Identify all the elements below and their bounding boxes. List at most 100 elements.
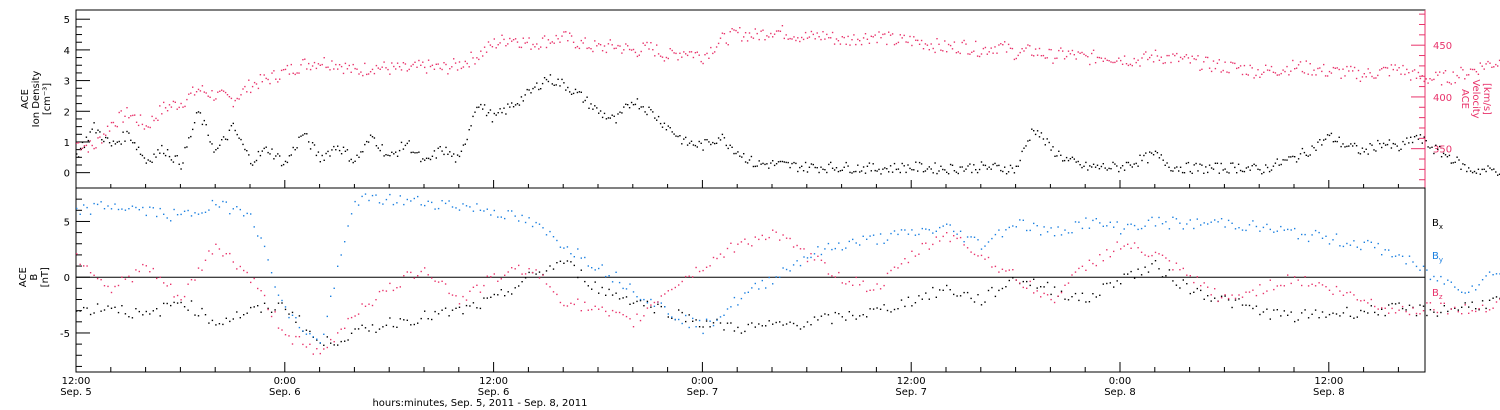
bx-series-point xyxy=(403,319,405,321)
density-series-point xyxy=(777,161,780,163)
by-series-point xyxy=(712,324,715,327)
velocity-series-point xyxy=(284,68,287,71)
density-series-point xyxy=(1321,144,1323,146)
bx-series-point xyxy=(1495,296,1498,298)
density-series-point xyxy=(1141,159,1143,162)
density-series-point xyxy=(493,112,495,115)
by-series-point xyxy=(932,232,934,234)
by-series-point xyxy=(1182,228,1184,230)
velocity-series-point xyxy=(665,56,668,59)
velocity-series-point xyxy=(1062,50,1064,52)
density-series-point xyxy=(1005,173,1008,175)
bz-series-point xyxy=(96,277,99,280)
bx-series-point xyxy=(1033,278,1035,280)
density-series-point xyxy=(1164,164,1166,166)
bz-series-point xyxy=(1067,282,1070,284)
by-series-point xyxy=(799,264,802,267)
bz-series-point xyxy=(928,248,930,250)
velocity-series-point xyxy=(166,110,169,112)
velocity-series-point xyxy=(499,42,501,44)
velocity-series-point xyxy=(1131,64,1133,67)
velocity-series-point xyxy=(996,52,998,54)
bz-series-point xyxy=(1231,294,1233,296)
by-series-point xyxy=(538,223,541,225)
velocity-series-point xyxy=(337,68,339,70)
velocity-series-point xyxy=(1189,62,1191,64)
density-series-point xyxy=(302,134,304,136)
density-series-point xyxy=(294,149,296,151)
bz-series-point xyxy=(987,256,990,259)
density-series-point xyxy=(1259,169,1261,171)
velocity-series-point xyxy=(654,55,656,57)
by-series-point xyxy=(1422,265,1425,267)
legend-subscript: z xyxy=(1439,293,1443,301)
by-series-point xyxy=(86,206,88,209)
by-series-point xyxy=(270,272,273,274)
density-series-point xyxy=(135,148,138,151)
by-series-point xyxy=(827,242,830,245)
density-series-point xyxy=(288,155,291,157)
density-series-point xyxy=(592,108,594,110)
bz-series-point xyxy=(465,299,468,301)
by-series-point xyxy=(257,235,259,237)
bx-series-point xyxy=(698,326,701,328)
by-series-point xyxy=(1116,221,1118,223)
density-series-point xyxy=(1106,169,1108,171)
density-series-point xyxy=(596,107,598,109)
density-series-point xyxy=(1027,140,1029,142)
by-series-point xyxy=(1245,229,1247,232)
by-series-point xyxy=(1043,226,1045,228)
by-series-point xyxy=(107,205,109,207)
density-series-point xyxy=(1230,162,1232,164)
velocity-series-point xyxy=(213,99,215,101)
density-series-point xyxy=(495,114,497,116)
bz-series-point xyxy=(639,319,642,322)
bx-series-point xyxy=(1280,315,1282,317)
bx-series-point xyxy=(904,305,906,308)
velocity-series-point xyxy=(853,34,855,36)
velocity-series-point xyxy=(311,65,314,67)
bx-series-point xyxy=(1349,315,1352,317)
by-series-point xyxy=(1092,219,1094,222)
bz-series-point xyxy=(1203,282,1205,284)
velocity-series-point xyxy=(1091,52,1093,55)
bz-series-point xyxy=(236,268,238,270)
density-series-point xyxy=(110,145,113,147)
density-series-point xyxy=(265,146,267,148)
density-series-point xyxy=(826,171,828,174)
density-series-point xyxy=(1108,167,1110,170)
bx-series-point xyxy=(1140,274,1143,276)
velocity-series-point xyxy=(1280,72,1282,75)
bz-series-point xyxy=(946,232,948,234)
bx-series-point xyxy=(1060,290,1063,292)
bz-series-point xyxy=(1273,288,1275,291)
density-series-point xyxy=(818,171,820,174)
density-series-point xyxy=(244,148,246,151)
by-series-point xyxy=(222,200,224,203)
by-series-point xyxy=(378,202,381,204)
density-series-point xyxy=(781,160,784,163)
bz-series-point xyxy=(1294,276,1296,278)
density-series-point xyxy=(1270,169,1273,171)
velocity-series-point xyxy=(820,38,822,41)
bz-series-point xyxy=(660,295,662,297)
velocity-series-point xyxy=(1367,68,1369,70)
velocity-series-point xyxy=(1077,51,1079,53)
density-series-point xyxy=(714,142,716,145)
velocity-series-point xyxy=(387,68,389,71)
bx-series-point xyxy=(667,316,669,318)
by-series-point xyxy=(197,213,200,215)
density-series-point xyxy=(737,151,739,153)
by-series-point xyxy=(698,319,701,322)
velocity-series-point xyxy=(487,41,490,43)
density-series-point xyxy=(383,155,385,157)
density-series-point xyxy=(474,111,476,113)
density-series-point xyxy=(1058,150,1060,152)
velocity-series-point xyxy=(1489,62,1491,64)
density-series-point xyxy=(443,153,445,156)
bx-series-point xyxy=(493,293,495,296)
by-series-point xyxy=(462,203,464,205)
by-series-point xyxy=(142,206,144,209)
bz-series-point xyxy=(566,305,569,307)
velocity-series-point xyxy=(903,34,905,37)
